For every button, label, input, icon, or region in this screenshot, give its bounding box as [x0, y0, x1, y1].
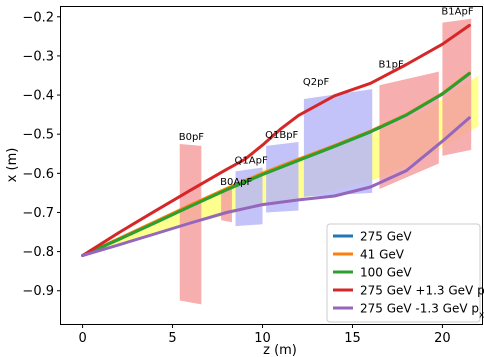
legend-label-subscript-4: x: [479, 311, 484, 321]
magnet-label-Q2pF: Q2pF: [303, 77, 330, 88]
y-tick-label-2: −0.7: [22, 206, 54, 221]
x-tick-label-2: 10: [254, 331, 271, 346]
legend-box: [326, 223, 481, 323]
legend-label-1: 41 GeV: [360, 248, 405, 262]
y-tick-label-5: −0.4: [22, 89, 54, 104]
legend-label-0: 275 GeV: [360, 230, 412, 244]
magnet-label-B1pF: B1pF: [378, 60, 404, 71]
magnet-B0ApF: [221, 188, 232, 223]
plot-content: [81, 18, 479, 305]
y-tick-label-3: −0.6: [22, 167, 54, 182]
y-tick-label-4: −0.5: [22, 128, 54, 143]
magnet-label-B0pF: B0pF: [179, 132, 205, 143]
magnet-label-Q1ApF: Q1ApF: [235, 155, 268, 166]
series-line-4: [81, 116, 471, 257]
y-axis-label: x (m): [5, 148, 20, 183]
x-tick-label-3: 15: [344, 331, 361, 346]
magnet-label-Q1BpF: Q1BpF: [265, 130, 298, 141]
y-tick-label-1: −0.8: [22, 245, 54, 260]
magnet-label-B1ApF: B1ApF: [441, 7, 473, 18]
plot-area: B0pF B0ApF Q1ApF Q1BpF Q2pF B1pF B1ApF: [81, 7, 479, 305]
magnet-B1ApF: [442, 18, 472, 156]
magnet-B1pF: [379, 71, 439, 189]
x-tick-label-1: 5: [168, 331, 176, 346]
x-axis-label: z (m): [263, 343, 297, 357]
axes-frame: [60, 6, 483, 325]
legend-label-2: 100 GeV: [360, 266, 412, 280]
y-tick-label-6: −0.3: [22, 49, 54, 64]
x-tick-label-4: 20: [434, 331, 451, 346]
series-line-2: [81, 72, 471, 257]
axis-ticks: 0 5 10 15 20 −0.9 −0.8 −0.7 −0.6 −0.5 −0.4 −0.3 −0.2: [22, 10, 450, 346]
magnet-Q1BpF: [266, 142, 299, 213]
x-tick-label-0: 0: [78, 331, 86, 346]
y-tick-label-0: −0.9: [22, 284, 54, 299]
series-line-3: [81, 23, 471, 257]
y-tick-label-7: −0.2: [22, 10, 54, 25]
magnet-label-B0ApF: B0ApF: [220, 177, 252, 188]
